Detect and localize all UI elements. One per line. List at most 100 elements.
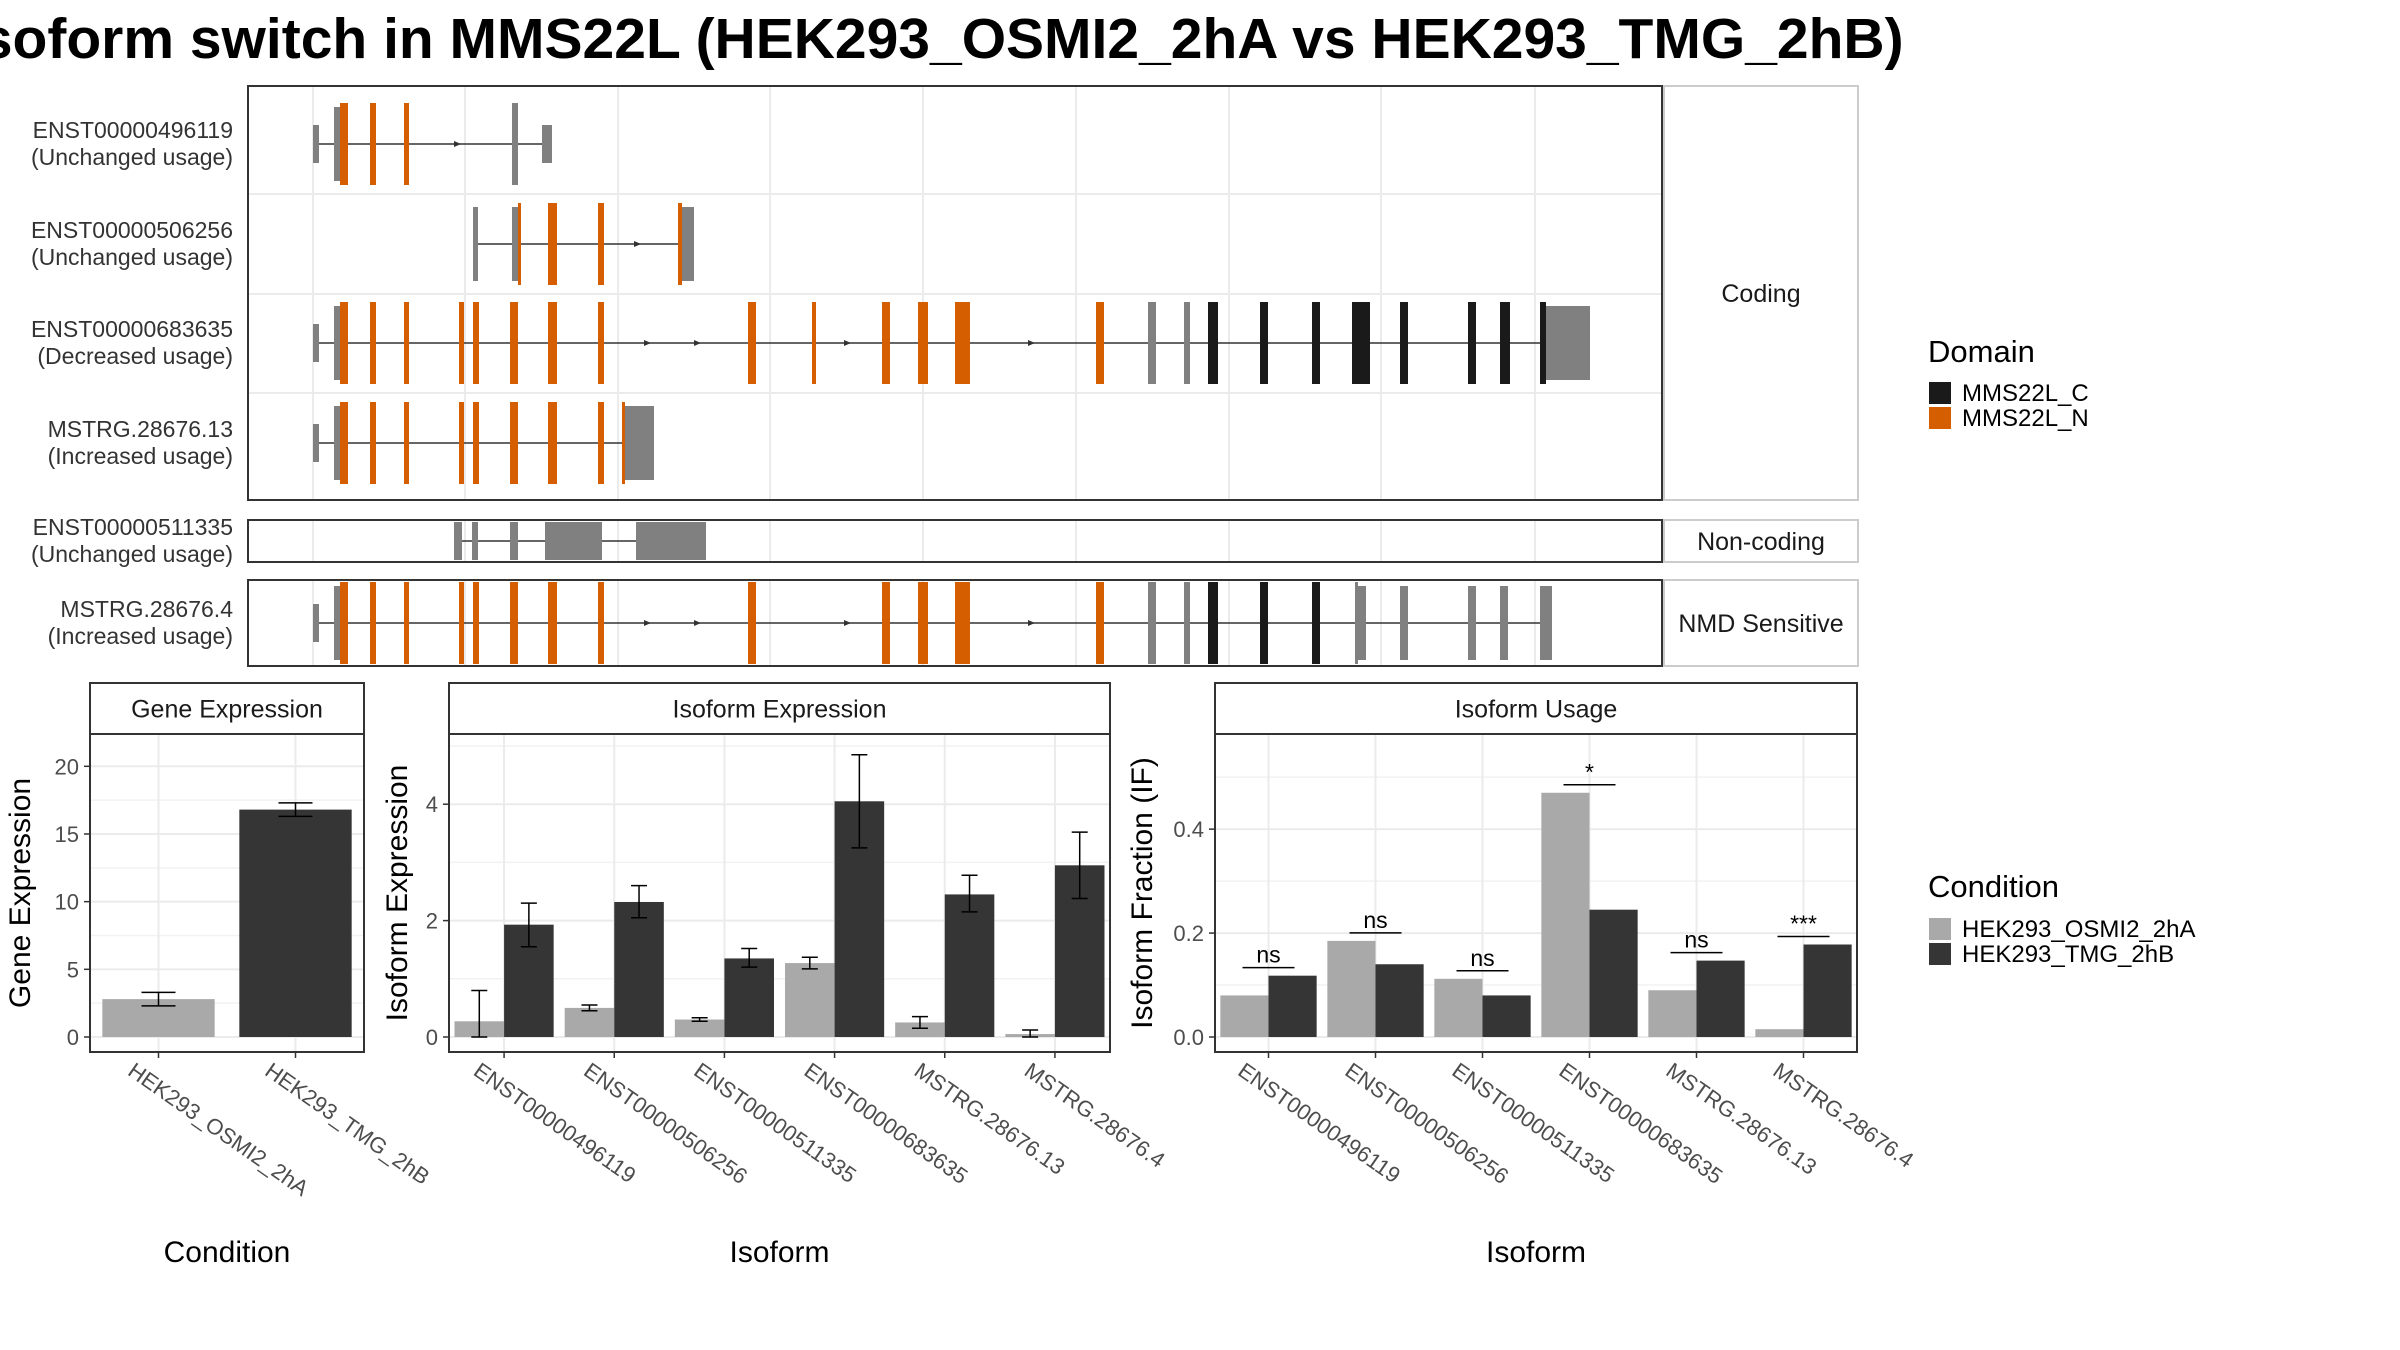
exon-utr: [1148, 302, 1156, 384]
legend-label: MMS22L_N: [1962, 405, 2089, 432]
x-axis-title: Isoform: [1486, 1236, 1586, 1269]
legend-title: Condition: [1928, 869, 2059, 904]
exon-domain: [340, 103, 348, 185]
strand-arrow: [634, 241, 641, 247]
exon-utr: [512, 103, 518, 185]
bar: [1648, 990, 1697, 1037]
bar: [1589, 909, 1638, 1037]
exon-domain: [1500, 302, 1510, 384]
bar: [1434, 978, 1483, 1037]
panel-border: [1214, 733, 1858, 1053]
bar: [614, 901, 664, 1037]
exon-utr: [313, 424, 319, 462]
exon-utr: [1184, 582, 1190, 664]
panel-strip: [1214, 682, 1858, 735]
exon-domain: [598, 203, 604, 285]
y-axis-title: Gene Expression: [4, 778, 37, 1008]
exon-domain: [370, 103, 376, 185]
figure-title: Isoform switch in MMS22L (HEK293_OSMI2_2…: [0, 7, 1904, 71]
bar: [1755, 1029, 1804, 1037]
exon-domain: [340, 402, 348, 484]
exon-domain: [510, 402, 518, 484]
exon-domain: [678, 203, 682, 285]
transcript-usage-label: (Decreased usage): [37, 343, 233, 369]
exon-domain: [598, 402, 604, 484]
exon-domain: [548, 203, 557, 285]
panel-strip: [89, 682, 365, 735]
exon-utr: [313, 125, 319, 163]
y-axis-title: Isoform Expression: [381, 765, 414, 1022]
legend-label: MMS22L_C: [1962, 380, 2089, 407]
y-tick-label: 0.4: [1173, 817, 1204, 842]
category-strip: [1663, 579, 1859, 667]
bar: [1482, 995, 1531, 1037]
structure-panel-border: [247, 519, 1663, 563]
exon-domain: [1312, 302, 1320, 384]
bar: [724, 958, 774, 1037]
exon-utr: [1400, 586, 1408, 660]
exon-domain: [955, 582, 970, 664]
exon-domain: [404, 302, 409, 384]
exon-domain: [518, 203, 521, 285]
transcript-usage-label: (Unchanged usage): [31, 244, 233, 270]
bar: [1803, 944, 1852, 1037]
exon-domain: [340, 302, 348, 384]
exon-utr: [636, 522, 706, 560]
transcript-id-label: ENST00000496119: [33, 117, 233, 143]
significance-label: ns: [1256, 942, 1280, 968]
category-label: Coding: [1721, 280, 1800, 308]
exon-domain: [370, 402, 376, 484]
legend-swatch: [1929, 382, 1951, 404]
exon-domain: [1208, 582, 1218, 664]
exon-domain: [473, 582, 479, 664]
exon-utr: [512, 207, 518, 281]
exon-domain: [404, 402, 409, 484]
exon-domain: [1096, 302, 1104, 384]
exon-utr: [510, 522, 518, 560]
panel-strip-title: Isoform Usage: [1455, 696, 1618, 724]
y-tick-label: 5: [67, 957, 79, 982]
y-tick-label: 20: [55, 754, 79, 779]
legend-swatch: [1929, 407, 1951, 429]
y-tick-label: 0.0: [1173, 1025, 1204, 1050]
strand-arrow: [1028, 340, 1035, 346]
exon-utr: [1468, 586, 1476, 660]
exon-domain: [1540, 302, 1546, 384]
exon-domain: [748, 302, 756, 384]
exon-utr: [1358, 586, 1366, 660]
exon-utr: [472, 522, 478, 560]
exon-utr: [334, 406, 340, 480]
exon-domain: [598, 302, 604, 384]
bar: [944, 894, 995, 1037]
exon-domain: [459, 402, 464, 484]
exon-utr: [334, 306, 340, 380]
x-axis-title: Isoform: [729, 1236, 829, 1269]
category-label: Non-coding: [1697, 528, 1825, 556]
y-tick-label: 10: [55, 890, 79, 915]
legend-title: Domain: [1928, 334, 2035, 369]
strand-arrow: [844, 340, 851, 346]
exon-utr: [454, 522, 462, 560]
transcript-usage-label: (Increased usage): [48, 623, 233, 649]
panel-strip: [448, 682, 1111, 735]
strand-arrow: [694, 340, 701, 346]
exon-domain: [1260, 302, 1268, 384]
y-axis-title: Isoform Fraction (IF): [1126, 757, 1159, 1029]
panel-border: [448, 733, 1111, 1053]
bar: [239, 809, 352, 1037]
panel-strip-title: Isoform Expression: [673, 696, 887, 724]
exon-utr: [1546, 306, 1590, 380]
bar: [1375, 964, 1424, 1037]
exon-domain: [404, 582, 409, 664]
legend-label: HEK293_OSMI2_2hA: [1962, 916, 2195, 943]
exon-domain: [370, 302, 376, 384]
strand-arrow: [644, 620, 651, 626]
exon-domain: [510, 582, 518, 664]
exon-domain: [882, 582, 890, 664]
panel-strip-title: Gene Expression: [131, 696, 323, 724]
significance-label: ***: [1790, 911, 1817, 937]
bar: [1220, 995, 1269, 1037]
exon-utr: [545, 522, 602, 560]
